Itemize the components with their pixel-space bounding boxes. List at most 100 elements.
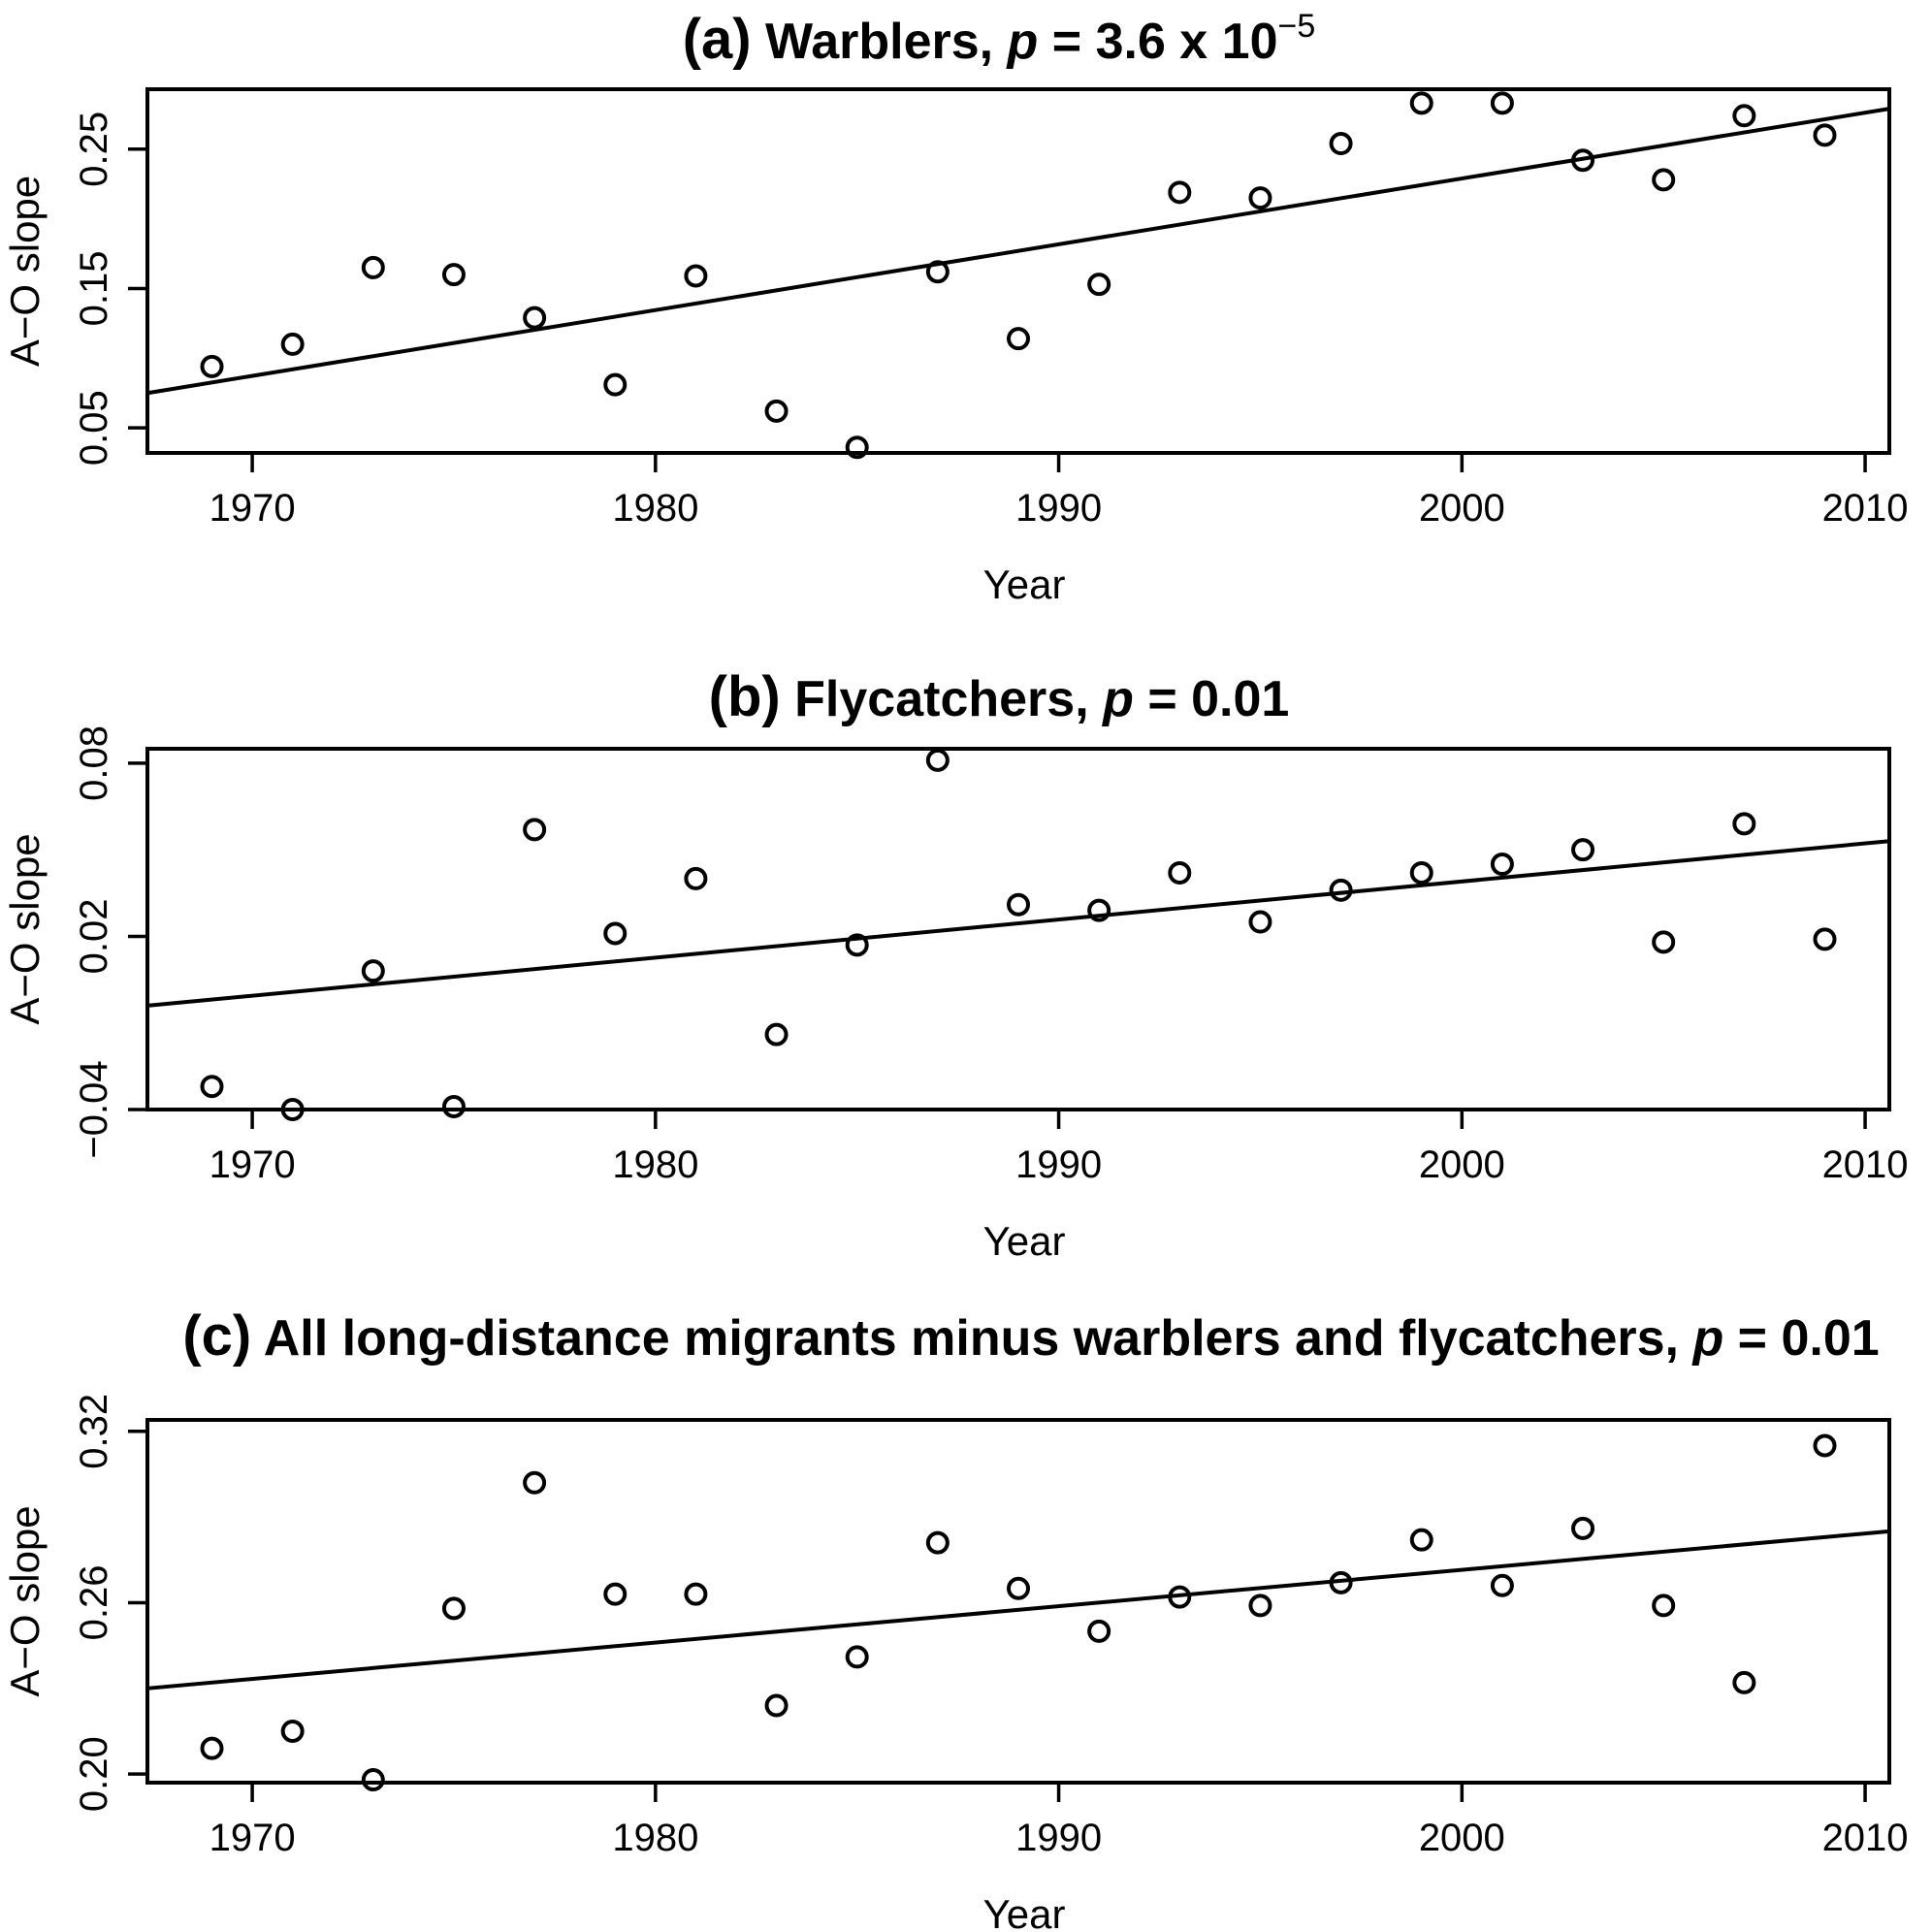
data-point [1732,1670,1756,1694]
plot-frame [145,87,1891,455]
title-value: = 0.01 [1723,1310,1879,1367]
y-axis-label: A−O slope [2,833,48,1024]
data-point [1813,1433,1837,1458]
data-point [764,399,789,423]
data-point [845,933,869,957]
data-point [1490,91,1514,115]
data-point [1007,1576,1030,1600]
title-prefix: (c) [182,1304,251,1368]
trend-line [146,107,1890,396]
title-text: All long-distance migrants minus warbler… [251,1310,1692,1367]
title-p: p [1006,14,1039,70]
panel-c: (c) All long-distance migrants minus war… [2,1304,1909,1932]
data-point [925,748,950,772]
x-tick-label: 1970 [209,487,296,530]
data-point [925,1530,950,1555]
x-tick-label: 2000 [1419,1143,1505,1186]
x-tick-label: 1990 [1015,1817,1102,1859]
x-axis-label: Year [983,562,1066,607]
data-point [280,1719,305,1743]
title-superscript: −5 [1278,8,1316,45]
data-point [1168,1585,1192,1609]
y-tick-label: 0.32 [73,1394,115,1469]
panel-b: (b) Flycatchers, p = 0.01 1970 1980 1990 200… [2,665,1909,1264]
data-point [603,372,628,397]
x-tick-label: 1970 [209,1817,296,1859]
data-point [200,1075,224,1099]
data-point [1248,1594,1272,1618]
data-point [1087,1619,1111,1643]
y-tick-label: 0.08 [73,725,115,801]
data-point [1652,930,1676,954]
data-point [523,818,547,842]
title-value: = 3.6 x 10 [1038,14,1277,70]
data-point [925,260,950,284]
y-tick-label: −0.04 [73,1060,115,1158]
data-point [684,866,708,890]
data-point [1007,327,1030,351]
title-p: p [1101,671,1134,727]
data-point [603,1582,628,1606]
y-tick-label: 0.26 [73,1565,115,1641]
x-tick-label: 2010 [1822,1817,1909,1859]
data-point [1732,812,1756,836]
data-point [1813,927,1837,951]
chart-title: (c) All long-distance migrants minus war… [182,1304,1879,1368]
data-point [845,1645,869,1669]
data-point [1732,104,1756,128]
title-text: Flycatchers, [781,671,1103,727]
data-point [1409,91,1433,115]
x-tick-label: 1970 [209,1143,296,1186]
data-point [523,1470,547,1495]
data-point [523,306,547,330]
x-axis-label: Year [983,1218,1066,1264]
data-point [441,263,466,287]
x-tick-label: 1980 [612,487,698,530]
chart-title: (b) Flycatchers, p = 0.01 [709,665,1290,728]
data-point [1571,1516,1595,1540]
x-tick-label: 1980 [612,1817,698,1859]
data-point [1007,892,1030,917]
data-point [845,435,869,460]
x-axis-label: Year [983,1891,1066,1932]
y-axis-label: A−O slope [2,176,48,367]
x-tick-label: 2010 [1822,1143,1909,1186]
title-prefix: (b) [709,665,781,728]
y-tick-label: 0.02 [73,899,115,975]
data-point [764,1022,789,1046]
x-tick-label: 2000 [1419,1817,1505,1859]
data-point [441,1095,466,1119]
x-tick-label: 1990 [1015,487,1102,530]
data-point [1329,878,1353,902]
x-tick-label: 2000 [1419,487,1505,530]
data-point [1168,180,1192,205]
data-point [1329,132,1353,156]
x-tick-label: 2010 [1822,487,1909,530]
data-point [684,264,708,288]
data-point [1248,186,1272,210]
y-tick-label: 0.20 [73,1736,115,1812]
title-prefix: (a) [683,8,752,71]
data-point [280,332,305,356]
panel-a: (a) Warblers, p = 3.6 x 10−5 1970 1980 1990… [2,8,1909,607]
data-point [1813,123,1837,147]
data-point [1087,898,1111,922]
data-point [1652,168,1676,192]
data-point [1087,273,1111,297]
data-point [1168,860,1192,885]
plot-frame [145,747,1891,1111]
data-point [1571,838,1595,862]
plot-frame [145,1418,1891,1785]
title-text: Warblers, [752,14,1008,70]
trend-line [146,1529,1890,1690]
title-p: p [1690,1310,1723,1367]
data-point [1571,148,1595,173]
data-point [200,1736,224,1760]
data-point [1652,1594,1676,1618]
y-axis-label: A−O slope [2,1505,48,1696]
data-point [1409,860,1433,885]
data-point [361,959,385,983]
x-tick-label: 1980 [612,1143,698,1186]
data-point [603,921,628,946]
y-tick-label: 0.15 [73,251,115,327]
